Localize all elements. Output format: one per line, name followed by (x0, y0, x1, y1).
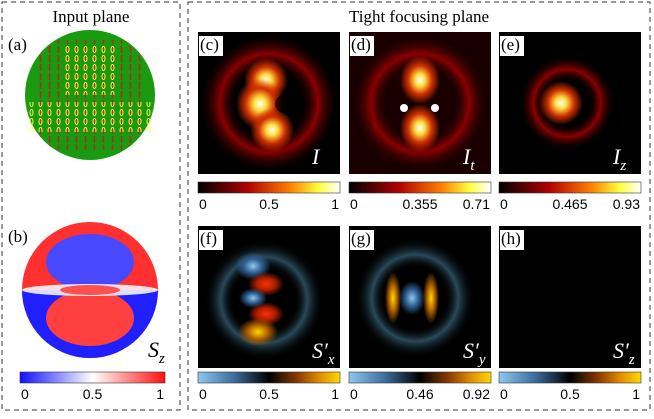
panel-label: (e) (501, 35, 520, 54)
colorbar (198, 182, 340, 193)
colorbar (499, 372, 641, 383)
dot (431, 104, 439, 112)
colorbar-tick-label: 1 (331, 196, 339, 212)
colorbar-tick-label: 0 (500, 386, 508, 402)
colorbar-tick-label: 1 (331, 386, 339, 402)
colorbar (198, 372, 340, 383)
lobe (46, 290, 134, 346)
dot (400, 104, 408, 112)
colorbar-tick-label: 1 (156, 386, 164, 402)
colorbar-tick-label: 1 (632, 386, 640, 402)
symbol-sub: z (628, 352, 635, 368)
panel-label: (c) (200, 35, 219, 54)
spot (399, 281, 425, 315)
symbol-main: S′ (312, 338, 329, 363)
figure: Input plane Tight focusing plane (a) (b) S… (0, 0, 654, 414)
colorbar-tick-label: 0.5 (560, 386, 580, 402)
panel-label: (a) (8, 35, 27, 54)
symbol-main: S′ (463, 338, 480, 363)
lobe (400, 56, 440, 104)
colorbar (349, 182, 491, 193)
colorbar (20, 372, 165, 383)
node (60, 285, 120, 295)
panel: (b) Sz 0 0.5 1 (8, 222, 165, 402)
colorbar (349, 372, 491, 383)
colorbar-tick-label: 0.5 (83, 386, 103, 402)
panel: (a) (8, 30, 155, 160)
lobe (46, 234, 134, 290)
header: Input plane (53, 7, 130, 26)
pattern (28, 102, 152, 132)
hole (275, 95, 293, 113)
panel-label: (f) (200, 229, 217, 248)
panel-label: (d) (351, 35, 371, 54)
symbol: Sz (148, 337, 165, 367)
panel-label: (b) (8, 227, 28, 246)
colorbar-tick-label: 0.5 (259, 196, 279, 212)
panel: (f) S′x 0 0.5 1 (198, 226, 340, 402)
colorbar-tick-label: 0.465 (552, 196, 587, 212)
colorbar-tick-label: 0 (21, 386, 29, 402)
lobe (239, 288, 267, 308)
symbol-sub: x (327, 352, 335, 368)
symbol-main: S (148, 337, 159, 362)
panel-label: (h) (501, 229, 521, 248)
symbol-sub: z (158, 351, 165, 367)
colorbar-tick-label: 0.92 (463, 386, 490, 402)
colorbar-tick-label: 0 (199, 196, 207, 212)
colorbar-tick-label: 0 (350, 196, 358, 212)
panel-label: (g) (351, 229, 371, 248)
header: Tight focusing plane (349, 7, 489, 26)
colorbar-tick-label: 0.93 (613, 196, 640, 212)
symbol-sub: y (477, 352, 486, 368)
colorbar-tick-label: 0.5 (259, 386, 279, 402)
colorbar-tick-label: 0.46 (406, 386, 433, 402)
panel: (h) S′z 0 0.5 1 (499, 226, 641, 402)
symbol-main: S′ (613, 338, 630, 363)
spot (539, 81, 583, 125)
pattern (62, 45, 118, 95)
lobe (238, 318, 278, 346)
lobe (250, 108, 294, 152)
symbol-sub: z (619, 158, 626, 174)
colorbar-tick-label: 0 (500, 196, 508, 212)
lobe (423, 272, 439, 324)
panel: (g) S′y 0 0.46 0.92 (349, 226, 491, 402)
colorbar-tick-label: 0 (199, 386, 207, 402)
colorbar-tick-label: 0 (350, 386, 358, 402)
colorbar-tick-label: 0.71 (463, 196, 490, 212)
colorbar (499, 182, 641, 193)
colorbar-tick-label: 0.355 (402, 196, 437, 212)
lobe (385, 272, 401, 324)
